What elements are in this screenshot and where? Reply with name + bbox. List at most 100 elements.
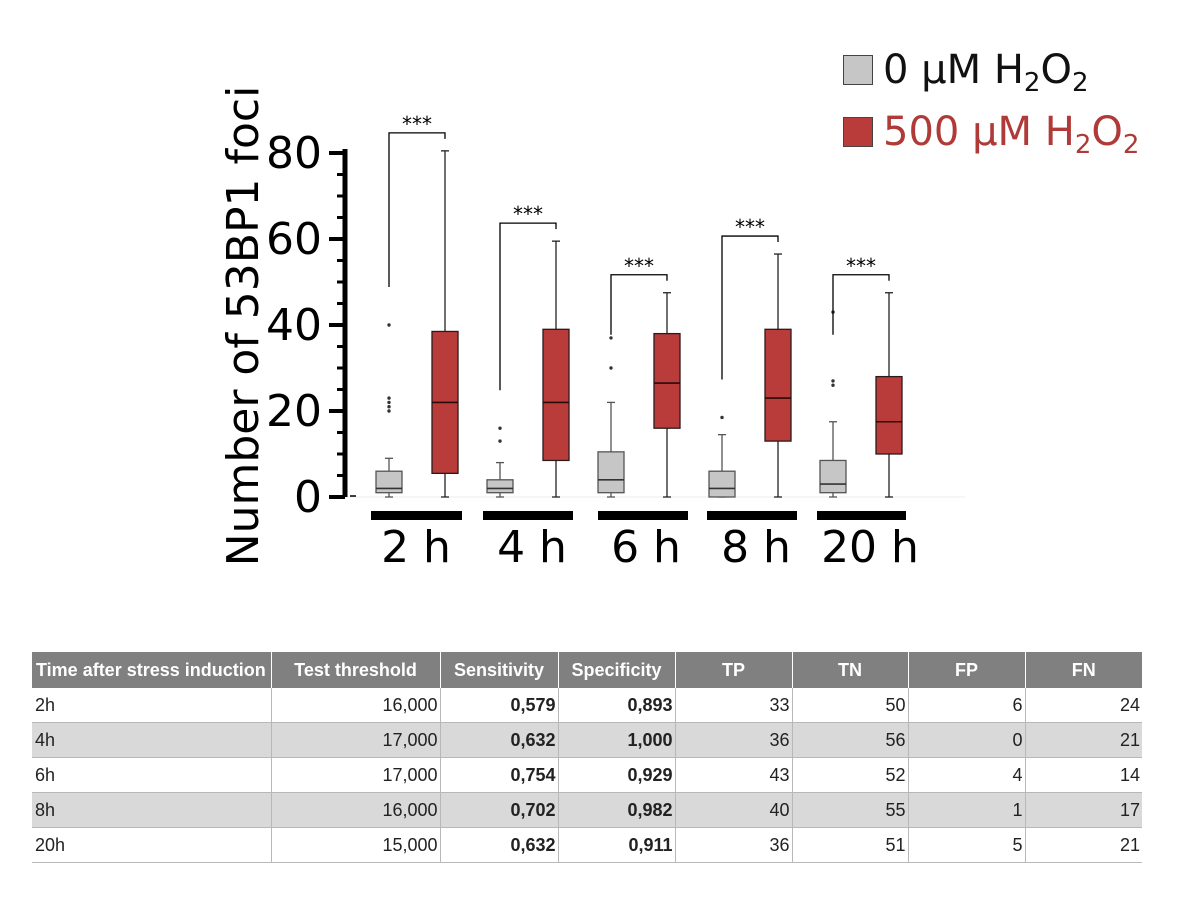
results-table: Time after stress induction Test threshol… (32, 652, 1142, 863)
group-bar (817, 511, 906, 520)
table-row: 8h 16,000 0,702 0,982 40 55 1 17 (32, 792, 1142, 828)
y-tick-label: 0 (294, 472, 322, 523)
table-cell: 0,893 (558, 688, 676, 723)
legend-label-treated: 500 µM H2O2 (883, 109, 1140, 160)
outlier-point (498, 439, 502, 443)
table-cell: 21 (1025, 722, 1142, 758)
significance-label: *** (624, 254, 654, 278)
significance-bracket (721, 235, 779, 380)
significance-label: *** (846, 254, 876, 278)
outlier-point (831, 379, 835, 383)
table-cell: 33 (675, 688, 793, 723)
table-cell: 0,911 (558, 827, 676, 863)
x-category-label: 20 h (821, 522, 919, 573)
table-cell: 17,000 (271, 722, 441, 758)
significance-bracket (388, 132, 446, 287)
significance-bracket (610, 274, 668, 335)
legend-swatch-control (843, 55, 873, 85)
legend-item-treated: 500 µM H2O2 (843, 109, 1140, 160)
table-cell: 40 (675, 792, 793, 828)
significance-label: *** (402, 112, 432, 136)
y-tick-label: 20 (266, 386, 322, 437)
table-header-cell: Sensitivity (439, 652, 558, 688)
y-axis-title: Number of 53BP1 foci (218, 86, 269, 567)
table-header-cell: Test threshold (270, 652, 440, 688)
outlier-point (387, 323, 391, 327)
box-iqr (819, 459, 847, 494)
table-cell: 0,632 (440, 722, 559, 758)
table-cell: 21 (1025, 827, 1142, 863)
significance-bracket (499, 222, 557, 391)
table-header-cell: FP (907, 652, 1025, 688)
table-cell: 0,929 (558, 757, 676, 793)
outlier-point (387, 400, 391, 405)
outlier-point (609, 336, 613, 340)
table-header-cell: FN (1024, 652, 1142, 688)
group-bar (371, 511, 462, 520)
table-cell: 2h (32, 688, 272, 723)
table-header-cell: Time after stress induction (32, 652, 271, 688)
table-cell: 17 (1025, 792, 1142, 828)
outlier-point (720, 415, 724, 420)
table-cell: 1,000 (558, 722, 676, 758)
legend-swatch-treated (843, 117, 873, 147)
group-bar (598, 511, 688, 520)
table-cell: 0,702 (440, 792, 559, 828)
table-cell: 0,982 (558, 792, 676, 828)
x-category-label: 2 h (381, 522, 451, 573)
table-cell: 4h (32, 722, 272, 758)
table-header-row: Time after stress induction Test threshol… (32, 652, 1142, 688)
table-body: 2h 16,000 0,579 0,893 33 50 6 24 4h 17,000 0,632 1,… (32, 688, 1142, 863)
table-cell: 50 (792, 688, 909, 723)
legend-label-control: 0 µM H2O2 (883, 47, 1089, 98)
box-iqr (708, 470, 736, 498)
table-cell: 8h (32, 792, 272, 828)
table-cell: 4 (908, 757, 1026, 793)
table-cell: 0 (908, 722, 1026, 758)
table-cell: 17,000 (271, 757, 441, 793)
table-row: 4h 17,000 0,632 1,000 36 56 0 21 (32, 722, 1142, 758)
table-cell: 5 (908, 827, 1026, 863)
table-row: 20h 15,000 0,632 0,911 36 51 5 21 (32, 827, 1142, 863)
box-iqr (375, 470, 403, 494)
y-tick-label: 80 (266, 128, 322, 179)
significance-label: *** (513, 202, 543, 226)
table-cell: 51 (792, 827, 909, 863)
table-cell: 24 (1025, 688, 1142, 723)
y-tick-label: 60 (266, 214, 322, 265)
x-category-label: 6 h (611, 522, 681, 573)
y-tick-label: 40 (266, 300, 322, 351)
box-iqr (486, 479, 514, 494)
outlier-point (387, 396, 391, 400)
table-cell: 0,754 (440, 757, 559, 793)
x-category-label: 8 h (721, 522, 791, 573)
outlier-point (609, 366, 613, 370)
table-cell: 14 (1025, 757, 1142, 793)
group-bar (707, 511, 797, 520)
table-header-cell: TN (791, 652, 908, 688)
table-cell: 52 (792, 757, 909, 793)
table-cell: 16,000 (271, 688, 441, 723)
outlier-point (387, 405, 391, 409)
table-cell: 15,000 (271, 827, 441, 863)
box-iqr (653, 332, 681, 429)
table-cell: 56 (792, 722, 909, 758)
significance-label: *** (735, 215, 765, 239)
table-row: 6h 17,000 0,754 0,929 43 52 4 14 (32, 757, 1142, 793)
table-header-cell: Specificity (557, 652, 675, 688)
box-iqr (764, 328, 792, 442)
table-cell: 0,579 (440, 688, 559, 723)
outlier-point (498, 426, 502, 430)
table-cell: 36 (675, 827, 793, 863)
table-row: 2h 16,000 0,579 0,893 33 50 6 24 (32, 688, 1142, 723)
box-iqr (875, 375, 903, 455)
box-iqr (542, 328, 570, 462)
legend-item-control: 0 µM H2O2 (843, 47, 1089, 98)
table-cell: 6 (908, 688, 1026, 723)
table-cell: 36 (675, 722, 793, 758)
group-bar (483, 511, 573, 520)
table-cell: 43 (675, 757, 793, 793)
outlier-point (831, 383, 835, 387)
table-cell: 55 (792, 792, 909, 828)
